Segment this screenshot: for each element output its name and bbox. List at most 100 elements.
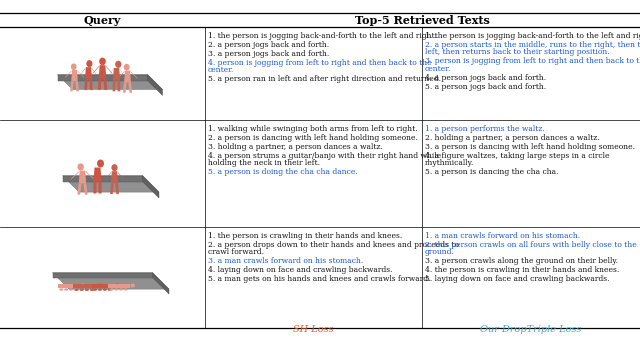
Ellipse shape bbox=[71, 64, 77, 70]
Polygon shape bbox=[152, 273, 169, 294]
Text: 4. a person strums a guitar/banjo with their right hand while: 4. a person strums a guitar/banjo with t… bbox=[208, 152, 441, 160]
Ellipse shape bbox=[90, 288, 94, 291]
Text: 5. a person is doing the cha cha dance.: 5. a person is doing the cha cha dance. bbox=[208, 168, 358, 176]
Polygon shape bbox=[124, 71, 131, 83]
Polygon shape bbox=[76, 82, 79, 91]
Text: 5. a person is dancing the cha cha.: 5. a person is dancing the cha cha. bbox=[425, 168, 559, 176]
Text: center.: center. bbox=[425, 65, 451, 73]
Ellipse shape bbox=[64, 288, 68, 291]
Polygon shape bbox=[65, 70, 72, 78]
Polygon shape bbox=[119, 68, 125, 77]
Text: 5. laying down on face and crawling backwards.: 5. laying down on face and crawling back… bbox=[425, 275, 609, 283]
Ellipse shape bbox=[86, 60, 92, 67]
Ellipse shape bbox=[93, 288, 97, 291]
Ellipse shape bbox=[115, 288, 118, 291]
Polygon shape bbox=[71, 70, 78, 82]
Ellipse shape bbox=[79, 288, 84, 291]
Polygon shape bbox=[104, 79, 108, 90]
Text: Top-5 Retrieved Texts: Top-5 Retrieved Texts bbox=[355, 15, 490, 26]
Polygon shape bbox=[80, 67, 86, 76]
Text: 1. a man crawls forward on his stomach.: 1. a man crawls forward on his stomach. bbox=[425, 232, 580, 240]
Text: 5. a man gets on his hands and knees and crawls forward.: 5. a man gets on his hands and knees and… bbox=[208, 275, 431, 283]
Polygon shape bbox=[90, 80, 93, 90]
Text: 1. walking while swinging both arms from left to right.: 1. walking while swinging both arms from… bbox=[208, 125, 418, 133]
Polygon shape bbox=[93, 182, 97, 193]
Polygon shape bbox=[70, 171, 80, 180]
Text: 2. holding a partner, a person dances a waltz.: 2. holding a partner, a person dances a … bbox=[425, 134, 600, 142]
Polygon shape bbox=[117, 171, 124, 180]
Polygon shape bbox=[115, 184, 119, 194]
Polygon shape bbox=[79, 171, 86, 184]
Ellipse shape bbox=[69, 288, 73, 291]
Text: 1. the person is crawling in their hands and knees.: 1. the person is crawling in their hands… bbox=[208, 232, 403, 240]
Text: crawl forward.: crawl forward. bbox=[208, 248, 264, 256]
Polygon shape bbox=[52, 273, 169, 289]
Ellipse shape bbox=[84, 288, 89, 291]
Text: 4. the person is crawling in their hands and knees.: 4. the person is crawling in their hands… bbox=[425, 266, 620, 274]
Polygon shape bbox=[90, 168, 95, 177]
Polygon shape bbox=[84, 80, 88, 90]
Text: center.: center. bbox=[208, 66, 234, 74]
Ellipse shape bbox=[99, 57, 106, 65]
Polygon shape bbox=[91, 67, 97, 76]
Text: 2. a person starts in the middle, runs to the right, then to the: 2. a person starts in the middle, runs t… bbox=[425, 41, 640, 49]
Text: 3. person is jogging from left to right and then back to the: 3. person is jogging from left to right … bbox=[425, 57, 640, 65]
Polygon shape bbox=[99, 65, 106, 79]
Ellipse shape bbox=[103, 288, 107, 291]
Text: 1. the person is jogging back-and-forth to the left and right.: 1. the person is jogging back-and-forth … bbox=[208, 32, 437, 40]
Text: 5. a person jogs back and forth.: 5. a person jogs back and forth. bbox=[425, 83, 546, 90]
Text: Our DropTriple Loss: Our DropTriple Loss bbox=[480, 325, 582, 334]
Text: 1. a person performs the waltz.: 1. a person performs the waltz. bbox=[425, 125, 545, 133]
Ellipse shape bbox=[111, 164, 118, 171]
Polygon shape bbox=[58, 74, 163, 89]
Ellipse shape bbox=[97, 159, 104, 168]
Polygon shape bbox=[70, 82, 74, 91]
Ellipse shape bbox=[74, 288, 77, 291]
Text: holding the neck in their left.: holding the neck in their left. bbox=[208, 159, 320, 167]
Ellipse shape bbox=[60, 288, 63, 291]
Polygon shape bbox=[117, 81, 120, 91]
Polygon shape bbox=[52, 273, 152, 277]
Ellipse shape bbox=[115, 61, 122, 68]
Text: 4. person is jogging from left to right and then back to the: 4. person is jogging from left to right … bbox=[208, 59, 431, 67]
Polygon shape bbox=[58, 74, 147, 81]
Text: 4. a person jogs back and forth.: 4. a person jogs back and forth. bbox=[425, 74, 546, 82]
Polygon shape bbox=[73, 284, 97, 288]
Text: rhythmically.: rhythmically. bbox=[425, 159, 474, 167]
Polygon shape bbox=[63, 175, 143, 182]
Polygon shape bbox=[147, 74, 163, 96]
Polygon shape bbox=[113, 68, 120, 81]
Polygon shape bbox=[106, 65, 113, 75]
Polygon shape bbox=[98, 79, 102, 90]
Text: 3. a person jogs back and forth.: 3. a person jogs back and forth. bbox=[208, 50, 329, 58]
Ellipse shape bbox=[74, 288, 79, 291]
Text: 5. a person ran in left and after right direction and returned.: 5. a person ran in left and after right … bbox=[208, 75, 441, 83]
Polygon shape bbox=[77, 184, 81, 194]
Ellipse shape bbox=[124, 288, 127, 291]
Polygon shape bbox=[92, 284, 115, 288]
Text: 3. a person is dancing with left hand holding someone.: 3. a person is dancing with left hand ho… bbox=[425, 143, 635, 151]
Text: 1. the person is jogging back-and-forth to the left and right.: 1. the person is jogging back-and-forth … bbox=[425, 32, 640, 40]
Text: ground.: ground. bbox=[425, 248, 455, 256]
Polygon shape bbox=[58, 284, 81, 288]
Polygon shape bbox=[105, 171, 112, 180]
Polygon shape bbox=[85, 171, 95, 180]
Polygon shape bbox=[99, 182, 102, 193]
Ellipse shape bbox=[109, 288, 113, 291]
Polygon shape bbox=[93, 168, 102, 182]
Text: Query: Query bbox=[84, 15, 121, 26]
Polygon shape bbox=[92, 65, 100, 75]
Polygon shape bbox=[110, 184, 114, 194]
Text: 2. a person is dancing with left hand holding someone.: 2. a person is dancing with left hand ho… bbox=[208, 134, 418, 142]
Ellipse shape bbox=[115, 284, 120, 288]
Polygon shape bbox=[117, 71, 125, 79]
Text: 3. a person crawls along the ground on their belly.: 3. a person crawls along the ground on t… bbox=[425, 257, 618, 265]
Polygon shape bbox=[111, 171, 118, 184]
Ellipse shape bbox=[108, 288, 112, 291]
Polygon shape bbox=[108, 284, 131, 288]
Ellipse shape bbox=[124, 64, 130, 71]
Text: left, then returns back to their starting position.: left, then returns back to their startin… bbox=[425, 48, 610, 56]
Ellipse shape bbox=[81, 284, 85, 288]
Text: 3. a man crawls forward on his stomach.: 3. a man crawls forward on his stomach. bbox=[208, 257, 364, 265]
Polygon shape bbox=[77, 70, 84, 78]
